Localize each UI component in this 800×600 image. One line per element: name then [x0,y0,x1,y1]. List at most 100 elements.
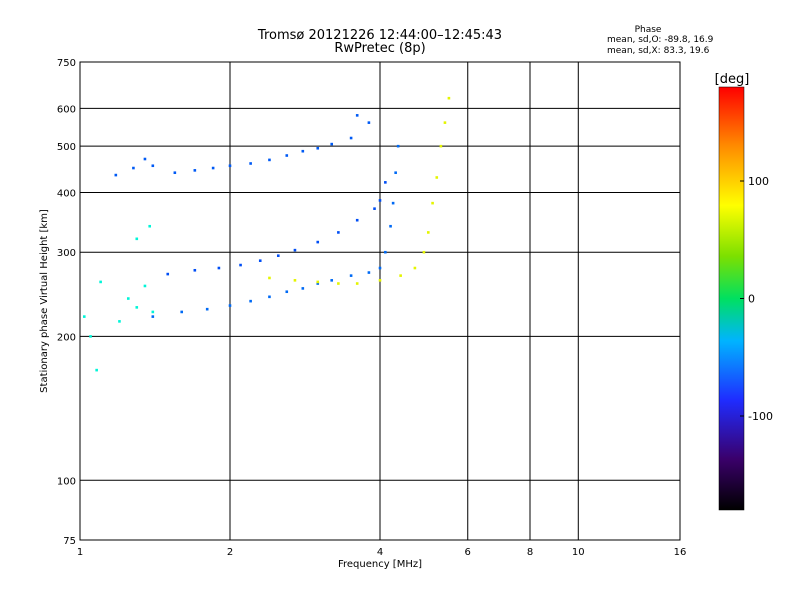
x-tick-label: 1 [77,547,83,558]
echo-point [349,274,353,277]
y-tick-label: 600 [57,104,76,115]
stats-line-o: mean, sd,O: -89.8, 16.9 [607,35,714,45]
echo-trace [114,114,371,177]
echo-point [301,287,305,290]
colorbar [718,86,745,511]
y-tick-labels: 75 100 200 300 400 500 600 750 [57,58,76,547]
echo-trace [82,224,155,372]
echo-point [355,282,359,285]
chart-title: Tromsø 20121226 12:44:00–12:45:43 [257,28,502,43]
echo-point [349,136,353,140]
echo-point [447,96,451,100]
echo-point [378,266,382,270]
echo-point [151,315,155,318]
echo-trace [151,144,400,318]
echo-point [293,248,297,252]
echo-point [355,218,359,222]
echo-point [205,307,209,311]
echo-point [143,157,147,161]
echo-point [228,164,232,168]
echo-point [132,166,135,170]
x-tick-label: 10 [572,547,585,558]
echo-point [99,280,102,284]
echo-point [95,368,98,372]
x-tick-label: 4 [377,547,383,558]
echo-point [389,224,392,228]
echo-point [316,280,320,284]
x-tick-labels: 1 2 4 6 8 10 16 [77,547,687,558]
colorbar-tick-label: 100 [748,175,769,188]
y-axis-label: Stationary phase Virtual Height [km] [39,209,50,393]
echo-point [426,231,430,234]
echo-point [211,166,215,170]
echo-point [166,272,170,276]
colorbar-ticks: 100 0 -100 [740,175,773,423]
x-axis-label: Frequency [MHz] [338,559,422,570]
colorbar-label: [deg] [715,72,750,87]
echo-point [276,254,280,258]
data-points [82,96,451,372]
echo-point [193,268,197,272]
y-tick-label: 300 [57,248,76,259]
echo-point [355,114,359,117]
echo-point [316,282,320,285]
echo-point [173,171,177,175]
echo-point [217,266,221,270]
echo-point [249,162,252,165]
echo-point [135,237,139,241]
echo-point [285,290,289,294]
echo-point [285,154,289,157]
echo-point [367,121,371,124]
echo-point [373,207,376,210]
echo-point [82,315,86,318]
colorbar-tick-label: 0 [748,293,755,306]
echo-point [228,304,232,307]
chart-subtitle: RwPretec (8p) [334,41,425,56]
echo-point [126,297,130,300]
echo-point [193,169,197,172]
echo-point [316,146,320,150]
echo-point [378,279,382,282]
echo-point [384,250,387,254]
echo-point [258,259,262,262]
echo-point [316,240,320,244]
echo-point [293,279,297,282]
echo-point [399,274,402,277]
stats-title: Phase [635,25,662,35]
colorbar-tick-label: -100 [748,410,773,423]
echo-point [143,284,147,288]
echo-point [301,149,305,153]
echo-point [114,173,118,177]
y-tick-label: 75 [63,536,76,547]
echo-point [118,320,121,323]
echo-point [435,176,439,179]
echo-point [89,335,92,338]
echo-point [151,164,155,168]
echo-point [443,121,447,124]
echo-point [439,144,443,148]
x-tick-label: 6 [465,547,471,558]
stats-line-x: mean, sd,X: 83.3, 19.6 [607,46,710,56]
echo-point [367,271,371,274]
y-tick-label: 100 [57,476,76,487]
echo-trace [268,96,451,285]
y-tick-label: 200 [57,332,76,343]
echo-point [239,263,242,267]
plot-frame [79,61,681,541]
echo-point [330,279,334,282]
echo-point [396,144,400,148]
echo-point [337,231,340,234]
grid-lines [80,62,680,540]
echo-point [148,224,152,228]
echo-trace [166,181,387,276]
echo-point [431,201,434,205]
y-tick-label: 750 [57,58,76,69]
x-tick-label: 2 [227,547,233,558]
y-tick-label: 500 [57,142,76,153]
echo-point [384,181,387,184]
echo-point [413,266,417,270]
echo-point [180,310,184,314]
echo-point [394,171,397,175]
echo-point [378,199,382,202]
